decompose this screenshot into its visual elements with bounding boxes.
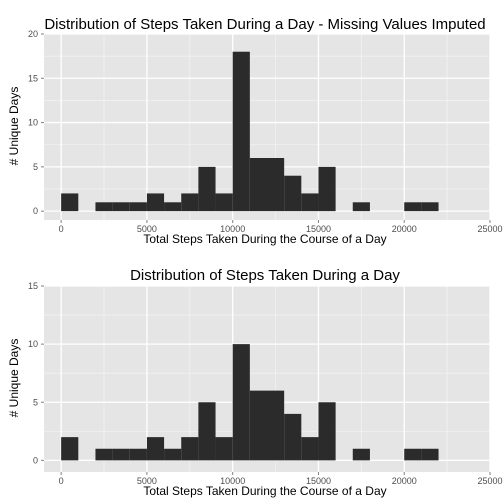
- histogram-bar: [301, 193, 319, 212]
- histogram-bar: [301, 437, 319, 461]
- histogram-bar: [318, 166, 336, 212]
- histogram-bar: [61, 193, 79, 212]
- x-tick-label: 15000: [306, 476, 331, 486]
- y-axis-label: # Unique Days: [7, 339, 21, 418]
- histogram-bar: [352, 448, 370, 461]
- chart-title: Distribution of Steps Taken During a Day…: [44, 16, 485, 33]
- histogram-bar: [318, 402, 336, 461]
- histogram-bar: [146, 193, 165, 212]
- histogram-bar: [284, 175, 302, 212]
- y-tick-label: 15: [28, 281, 38, 291]
- y-tick-label: 15: [28, 73, 38, 83]
- y-tick-label: 0: [33, 455, 38, 465]
- x-tick-label: 5000: [137, 224, 157, 234]
- histogram-bar: [249, 158, 267, 212]
- x-tick-label: 0: [59, 476, 64, 486]
- x-tick-label: 10000: [220, 224, 245, 234]
- histogram-bar: [129, 202, 147, 212]
- histogram-bar: [95, 202, 113, 212]
- x-axis-label: Total Steps Taken During the Course of a…: [143, 484, 386, 498]
- histogram-bar: [404, 448, 422, 461]
- histogram-bar: [404, 202, 422, 212]
- histogram-bar: [129, 448, 147, 461]
- histogram-bar: [198, 402, 216, 461]
- x-tick-label: 15000: [306, 224, 331, 234]
- y-tick-label: 5: [33, 397, 38, 407]
- imputed-histogram: 0 5000 10000 15000 20000 25000 0 5 10 15 20 Distri…: [7, 16, 503, 246]
- x-axis-label: Total Steps Taken During the Course of a…: [143, 232, 386, 246]
- y-axis-label: # Unique Days: [7, 87, 21, 166]
- histogram-bar: [232, 51, 250, 212]
- histogram-bar: [249, 390, 267, 461]
- histogram-bar: [284, 413, 302, 461]
- y-tick-label: 5: [33, 162, 38, 172]
- chart-title: Distribution of Steps Taken During a Day: [130, 267, 400, 284]
- x-tick-label: 25000: [477, 476, 502, 486]
- histogram-bar: [352, 202, 370, 212]
- histogram-bar: [198, 166, 216, 212]
- y-tick-label: 0: [33, 206, 38, 216]
- histogram-bar: [181, 193, 199, 212]
- histogram-bar: [421, 448, 439, 461]
- x-tick-label: 20000: [392, 224, 417, 234]
- histogram-bar: [164, 448, 182, 461]
- histogram-bar: [112, 202, 130, 212]
- x-tick-label: 25000: [477, 224, 502, 234]
- histogram-bar: [146, 437, 165, 461]
- histogram-bar: [164, 202, 182, 212]
- histogram-bar: [267, 158, 285, 212]
- histogram-bar: [267, 390, 285, 461]
- y-tick-label: 10: [28, 339, 38, 349]
- x-tick-label: 0: [59, 224, 64, 234]
- histogram-bar: [112, 448, 130, 461]
- histogram-bar: [421, 202, 439, 212]
- histogram-bar: [232, 344, 250, 461]
- histogram-bar: [61, 437, 79, 461]
- histogram-bar: [181, 437, 199, 461]
- histogram-bar: [95, 448, 113, 461]
- x-tick-label: 20000: [392, 476, 417, 486]
- y-tick-label: 20: [28, 29, 38, 39]
- x-tick-label: 10000: [220, 476, 245, 486]
- original-histogram: 0 5000 10000 15000 20000 25000 0 5 10 15 Distribu…: [7, 267, 503, 498]
- histogram-bar: [215, 437, 233, 461]
- y-tick-label: 10: [28, 118, 38, 128]
- histogram-bar: [215, 193, 233, 212]
- x-tick-label: 5000: [137, 476, 157, 486]
